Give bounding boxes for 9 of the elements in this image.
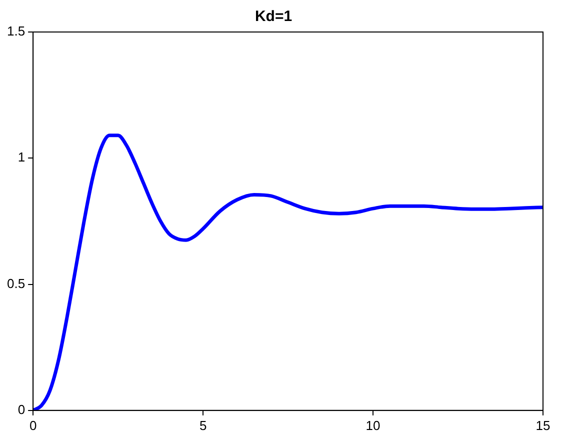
y-tick-label: 1.5 xyxy=(6,24,26,39)
x-tick-label: 15 xyxy=(536,418,550,433)
y-tick-label: 0 xyxy=(18,402,26,417)
y-tick-label: 1 xyxy=(18,150,26,165)
x-tick-label: 10 xyxy=(366,418,380,433)
y-tick-label: 0.5 xyxy=(6,276,26,291)
x-tick-label: 0 xyxy=(29,418,37,433)
x-tick-label: 5 xyxy=(199,418,207,433)
chart-title: Kd=1 xyxy=(254,8,292,26)
